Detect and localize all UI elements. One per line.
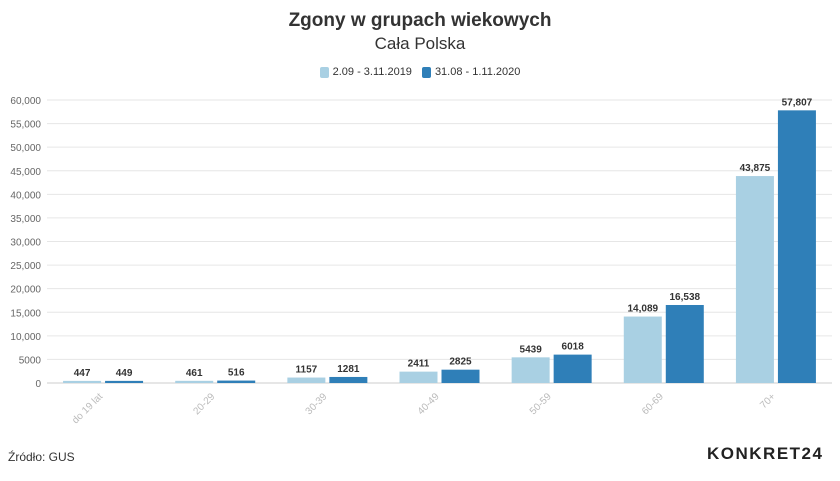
x-tick-label: 60-69 xyxy=(640,391,666,417)
x-tick-label: 30-39 xyxy=(304,391,330,417)
bar xyxy=(63,380,102,383)
y-tick-label: 0 xyxy=(35,379,41,390)
x-tick-label: 20-29 xyxy=(191,391,217,417)
data-label: 1157 xyxy=(296,365,318,376)
data-label: 447 xyxy=(74,368,91,379)
data-label: 2411 xyxy=(408,359,430,370)
y-tick-label: 45,000 xyxy=(10,167,41,178)
data-label: 516 xyxy=(228,368,245,379)
legend-item-2019[interactable]: 2.09 - 3.11.2019 xyxy=(319,66,412,78)
x-tick-label: 40-49 xyxy=(416,391,442,417)
legend-item-2020[interactable]: 31.08 - 1.11.2020 xyxy=(421,66,521,78)
y-tick-label: 35,000 xyxy=(10,214,41,225)
bar xyxy=(329,376,368,383)
legend-swatch-2020 xyxy=(421,66,431,78)
data-label: 1281 xyxy=(337,364,360,375)
chart-subtitle: Cała Polska xyxy=(374,34,466,53)
chart-title: Zgony w grupach wiekowych xyxy=(288,10,552,31)
bar xyxy=(777,110,816,383)
bar xyxy=(441,369,480,383)
bar xyxy=(623,316,662,383)
y-tick-label: 30,000 xyxy=(10,238,41,249)
bar xyxy=(217,380,256,383)
y-tick-label: 10,000 xyxy=(10,332,41,343)
legend-swatch-2019 xyxy=(319,66,329,78)
bar xyxy=(175,380,214,383)
y-tick-label: 15,000 xyxy=(10,308,41,319)
brand-logo: KONKRET24 xyxy=(707,444,824,463)
bar xyxy=(511,357,550,383)
data-label: 16,538 xyxy=(669,292,700,303)
y-tick-label: 25,000 xyxy=(10,261,41,272)
source-note: Źródło: GUS xyxy=(8,450,75,464)
y-tick-label: 60,000 xyxy=(10,96,41,107)
y-tick-label: 20,000 xyxy=(10,285,41,296)
data-label: 14,089 xyxy=(627,304,658,315)
data-label: 6018 xyxy=(562,342,585,353)
bar xyxy=(665,304,704,383)
data-label: 2825 xyxy=(449,357,472,368)
bar xyxy=(399,371,438,383)
data-label: 43,875 xyxy=(740,163,771,174)
data-label: 449 xyxy=(116,368,133,379)
y-tick-label: 40,000 xyxy=(10,190,41,201)
x-tick-label: 50-59 xyxy=(528,391,554,417)
data-label: 57,807 xyxy=(782,97,813,108)
legend-label-2019: 2.09 - 3.11.2019 xyxy=(332,66,412,78)
data-label: 5439 xyxy=(520,344,543,355)
x-tick-label: do 19 lat xyxy=(70,391,105,426)
y-tick-label: 50,000 xyxy=(10,143,41,154)
y-tick-label: 55,000 xyxy=(10,120,41,131)
legend: 2.09 - 3.11.2019 31.08 - 1.11.2020 xyxy=(0,66,840,78)
bar xyxy=(553,354,592,383)
y-tick-label: 5000 xyxy=(19,355,42,366)
bar xyxy=(105,380,144,383)
data-label: 461 xyxy=(186,368,203,379)
x-tick-label: 70+ xyxy=(758,391,778,411)
bar xyxy=(287,377,326,383)
legend-label-2020: 31.08 - 1.11.2020 xyxy=(434,66,521,78)
bar xyxy=(735,176,774,383)
